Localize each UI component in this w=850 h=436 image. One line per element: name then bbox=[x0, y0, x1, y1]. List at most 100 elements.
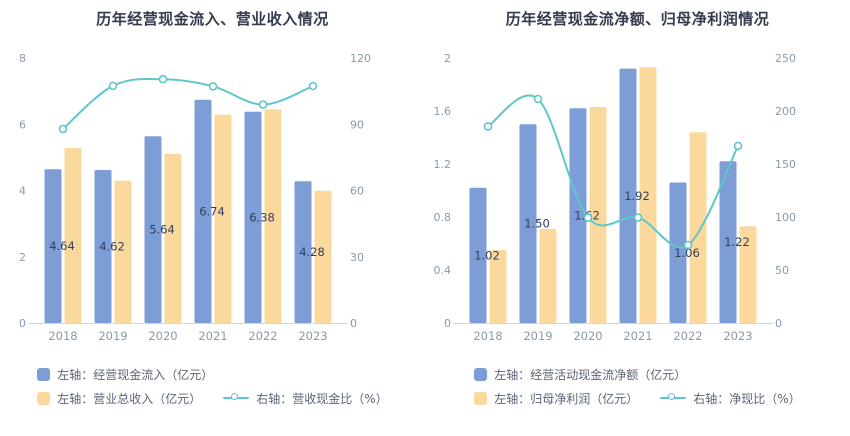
chart-canvas: 0 0.4 0.8 1.2 1.6 2 0 50 100 150 200 250 2018 2019 202… bbox=[434, 52, 797, 343]
bar-orange bbox=[689, 132, 707, 323]
legend-label: 左轴：经营现金流入（亿元） bbox=[57, 367, 214, 382]
bar-value-label: 1.50 bbox=[524, 217, 550, 231]
bar-orange bbox=[114, 180, 132, 323]
line-marker bbox=[533, 94, 543, 104]
legend-item-cash-inflow[interactable]: 左轴：经营现金流入（亿元） bbox=[37, 366, 213, 383]
bar-blue bbox=[719, 161, 737, 323]
legend-row: 左轴：归母净利润（亿元） 右轴：净现比（%） bbox=[474, 386, 801, 410]
line-marker bbox=[158, 74, 168, 84]
bar-blue bbox=[194, 99, 212, 323]
bar-blue bbox=[44, 169, 62, 323]
right-axis-tick: 150 bbox=[775, 158, 796, 171]
chart-title: 历年经营现金流入、营业收入情况 bbox=[96, 10, 329, 28]
line-marker bbox=[483, 122, 493, 131]
left-axis-tick: 0 bbox=[444, 317, 451, 330]
bar-swatch-orange-icon bbox=[474, 391, 488, 405]
bar-orange bbox=[164, 153, 182, 323]
bar-orange bbox=[314, 190, 332, 323]
bar-orange bbox=[64, 148, 82, 323]
bar-value-label: 6.38 bbox=[249, 210, 275, 224]
bar-value-label: 4.28 bbox=[299, 245, 325, 259]
legend-item-net-cashflow[interactable]: 左轴：经营活动现金流净额（亿元） bbox=[474, 366, 686, 383]
legend-item-net-cash-ratio[interactable]: 右轴：净现比（%） bbox=[660, 390, 801, 407]
x-axis-label: 2020 bbox=[573, 329, 602, 343]
chart-net-cashflow-profit: 历年经营现金流净额、归母净利润情况 0 0.4 0.8 1.2 1.6 2 0 50 100 15… bbox=[425, 0, 850, 436]
left-axis-tick: 0.4 bbox=[434, 264, 452, 277]
legend-item-cash-revenue-ratio[interactable]: 右轴：营收现金比（%） bbox=[223, 390, 388, 407]
bar-blue bbox=[569, 108, 587, 323]
bar-blue bbox=[244, 111, 262, 323]
bar-blue bbox=[94, 170, 112, 323]
x-axis-label: 2022 bbox=[673, 329, 702, 343]
chart-canvas: 0 2 4 6 8 0 30 60 90 120 2018 2019 2020 2021 2022 2023 4… bbox=[19, 52, 371, 343]
bar-orange bbox=[589, 107, 607, 323]
bar-value-label: 1.06 bbox=[674, 246, 700, 260]
right-axis-tick: 90 bbox=[350, 118, 364, 131]
x-axis-label: 2021 bbox=[623, 329, 652, 343]
left-axis-tick: 4 bbox=[19, 185, 26, 198]
line-marker bbox=[108, 81, 118, 91]
left-axis-tick: 6 bbox=[19, 118, 26, 131]
x-axis-label: 2018 bbox=[473, 329, 502, 343]
right-axis-tick: 250 bbox=[775, 52, 796, 65]
x-axis-label: 2019 bbox=[523, 329, 552, 343]
line-marker-icon bbox=[223, 392, 250, 405]
left-axis-tick: 0.8 bbox=[434, 211, 452, 224]
legend-item-net-profit[interactable]: 左轴：归母净利润（亿元） bbox=[474, 390, 638, 407]
x-axis-label: 2018 bbox=[48, 329, 77, 343]
bar-blue bbox=[619, 68, 637, 323]
legend-row: 左轴：营业总收入（亿元） 右轴：营收现金比（%） bbox=[37, 386, 388, 410]
line-marker bbox=[683, 240, 693, 250]
chart-cash-inflow-revenue: 历年经营现金流入、营业收入情况 0 2 4 6 8 0 30 60 90 120 2018 2019 2… bbox=[19, 10, 388, 410]
legend-item-total-revenue[interactable]: 左轴：营业总收入（亿元） bbox=[37, 390, 201, 407]
bar-value-label: 5.64 bbox=[149, 223, 175, 237]
legend-row: 左轴：经营活动现金流净额（亿元） bbox=[474, 362, 800, 386]
line-marker bbox=[58, 124, 68, 134]
left-axis-tick: 1.6 bbox=[434, 105, 452, 118]
line-marker-icon bbox=[660, 392, 687, 405]
bar-orange bbox=[489, 250, 507, 323]
bar-value-label: 1.02 bbox=[474, 248, 500, 262]
right-axis-tick: 30 bbox=[350, 251, 364, 264]
line-marker bbox=[308, 81, 318, 91]
chart-legend: 左轴：经营现金流入（亿元） 左轴：营业总收入（亿元） 右轴：营收现金比（%） bbox=[37, 362, 388, 410]
bar-swatch-blue-icon bbox=[37, 367, 51, 381]
right-axis-tick: 120 bbox=[350, 52, 371, 65]
bar-value-label: 6.74 bbox=[199, 204, 225, 218]
bar-orange bbox=[264, 109, 282, 323]
x-axis-label: 2023 bbox=[723, 329, 752, 343]
legend-label: 右轴：营收现金比（%） bbox=[256, 391, 388, 406]
bar-blue bbox=[519, 124, 537, 324]
chart-legend: 左轴：经营活动现金流净额（亿元） 左轴：归母净利润（亿元） 右轴：净现比（%） bbox=[474, 362, 801, 410]
left-axis-tick: 1.2 bbox=[434, 158, 452, 171]
bar-swatch-orange-icon bbox=[37, 391, 51, 405]
bar-blue bbox=[294, 181, 312, 323]
bar-orange bbox=[639, 67, 657, 323]
bar-orange bbox=[214, 114, 232, 323]
x-axis-label: 2021 bbox=[198, 329, 227, 343]
line-marker bbox=[258, 100, 268, 109]
bar-blue bbox=[144, 136, 162, 323]
right-axis-tick: 60 bbox=[350, 185, 364, 198]
line-marker bbox=[208, 81, 218, 91]
line-marker bbox=[633, 213, 643, 222]
right-axis-tick: 200 bbox=[775, 105, 796, 118]
x-axis-label: 2020 bbox=[148, 329, 177, 343]
legend-row: 左轴：经营现金流入（亿元） bbox=[37, 362, 387, 386]
line-marker bbox=[583, 213, 593, 222]
bar-value-label: 4.64 bbox=[49, 239, 75, 253]
chart-title: 历年经营现金流净额、归母净利润情况 bbox=[505, 10, 770, 28]
bar-swatch-blue-icon bbox=[474, 367, 488, 381]
legend-label: 左轴：经营活动现金流净额（亿元） bbox=[494, 367, 687, 382]
x-axis-label: 2019 bbox=[98, 329, 127, 343]
bar-blue bbox=[469, 187, 487, 323]
bar-value-label: 1.92 bbox=[624, 189, 650, 203]
bar-blue bbox=[669, 182, 687, 323]
x-axis-label: 2023 bbox=[298, 329, 327, 343]
legend-label: 左轴：营业总收入（亿元） bbox=[57, 391, 202, 406]
bar-orange bbox=[539, 228, 557, 323]
legend-label: 右轴：净现比（%） bbox=[693, 391, 801, 406]
x-axis-label: 2022 bbox=[248, 329, 277, 343]
left-axis-tick: 0 bbox=[19, 317, 26, 330]
